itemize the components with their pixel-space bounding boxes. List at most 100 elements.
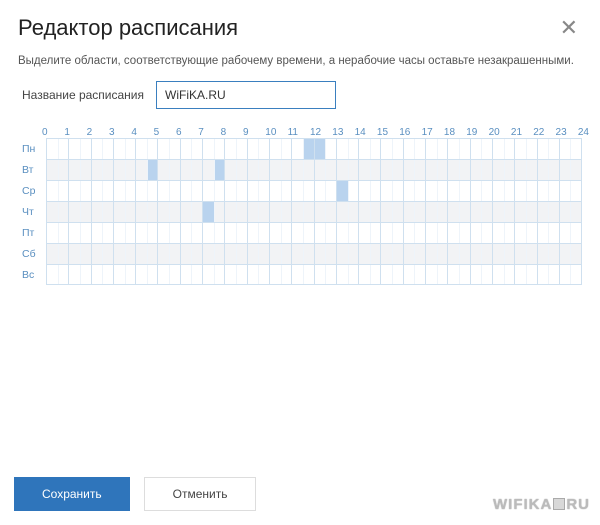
schedule-cell[interactable] [91, 244, 113, 264]
schedule-cell[interactable] [46, 139, 68, 159]
schedule-cell[interactable] [537, 202, 559, 222]
schedule-cell[interactable] [403, 265, 425, 284]
schedule-cell[interactable] [336, 202, 358, 222]
schedule-cell[interactable] [46, 244, 68, 264]
schedule-cell[interactable] [157, 265, 179, 284]
schedule-cell[interactable] [269, 265, 291, 284]
schedule-cell[interactable] [314, 244, 336, 264]
schedule-cell[interactable] [157, 160, 179, 180]
schedule-cell[interactable] [492, 265, 514, 284]
schedule-cell[interactable] [135, 181, 157, 201]
schedule-cell[interactable] [224, 139, 246, 159]
schedule-cell[interactable] [380, 160, 402, 180]
schedule-cell[interactable] [269, 181, 291, 201]
schedule-cell[interactable] [380, 244, 402, 264]
schedule-cell[interactable] [135, 244, 157, 264]
schedule-cell[interactable] [358, 202, 380, 222]
schedule-cell[interactable] [46, 181, 68, 201]
schedule-cell[interactable] [336, 160, 358, 180]
schedule-cell[interactable] [269, 139, 291, 159]
schedule-cell[interactable] [157, 223, 179, 243]
schedule-cell[interactable] [470, 265, 492, 284]
schedule-cell[interactable] [291, 181, 313, 201]
schedule-cell[interactable] [537, 139, 559, 159]
schedule-cell[interactable] [492, 139, 514, 159]
schedule-cell[interactable] [514, 223, 536, 243]
schedule-cell[interactable] [202, 223, 224, 243]
schedule-cell[interactable] [157, 181, 179, 201]
schedule-cell[interactable] [68, 181, 90, 201]
schedule-cell[interactable] [269, 202, 291, 222]
close-icon[interactable]: ✕ [556, 15, 582, 41]
schedule-cell[interactable] [492, 223, 514, 243]
schedule-cell[interactable] [68, 202, 90, 222]
schedule-cell[interactable] [314, 202, 336, 222]
schedule-cell[interactable] [135, 223, 157, 243]
schedule-cell[interactable] [202, 139, 224, 159]
schedule-cell[interactable] [291, 160, 313, 180]
schedule-cell[interactable] [180, 160, 202, 180]
schedule-cell[interactable] [291, 223, 313, 243]
schedule-cell[interactable] [291, 202, 313, 222]
schedule-cell[interactable] [447, 244, 469, 264]
schedule-cell[interactable] [380, 181, 402, 201]
schedule-cell[interactable] [224, 202, 246, 222]
schedule-cell[interactable] [447, 265, 469, 284]
schedule-cell[interactable] [46, 202, 68, 222]
schedule-cell[interactable] [46, 265, 68, 284]
schedule-cell[interactable] [224, 160, 246, 180]
schedule-cell[interactable] [537, 244, 559, 264]
schedule-cell[interactable] [113, 202, 135, 222]
schedule-cell[interactable] [358, 139, 380, 159]
schedule-cell[interactable] [46, 223, 68, 243]
schedule-cell[interactable] [202, 202, 224, 222]
schedule-cell[interactable] [202, 265, 224, 284]
schedule-cell[interactable] [180, 223, 202, 243]
schedule-cell[interactable] [492, 181, 514, 201]
schedule-cell[interactable] [224, 223, 246, 243]
schedule-cell[interactable] [403, 160, 425, 180]
schedule-cell[interactable] [336, 223, 358, 243]
schedule-cell[interactable] [425, 265, 447, 284]
schedule-cell[interactable] [247, 139, 269, 159]
schedule-cell[interactable] [180, 181, 202, 201]
schedule-cell[interactable] [113, 139, 135, 159]
schedule-cell[interactable] [314, 139, 336, 159]
schedule-cell[interactable] [180, 265, 202, 284]
schedule-cell[interactable] [514, 265, 536, 284]
schedule-cell[interactable] [113, 160, 135, 180]
schedule-cell[interactable] [425, 202, 447, 222]
schedule-cell[interactable] [380, 139, 402, 159]
schedule-cell[interactable] [269, 244, 291, 264]
schedule-cell[interactable] [492, 202, 514, 222]
schedule-cell[interactable] [403, 139, 425, 159]
schedule-cell[interactable] [470, 139, 492, 159]
schedule-cell[interactable] [403, 181, 425, 201]
schedule-cell[interactable] [224, 244, 246, 264]
schedule-cell[interactable] [537, 160, 559, 180]
schedule-cell[interactable] [559, 265, 582, 284]
schedule-cell[interactable] [559, 139, 582, 159]
schedule-cell[interactable] [291, 139, 313, 159]
schedule-cell[interactable] [470, 223, 492, 243]
schedule-cell[interactable] [492, 160, 514, 180]
schedule-cell[interactable] [403, 223, 425, 243]
schedule-cell[interactable] [135, 202, 157, 222]
schedule-cell[interactable] [380, 265, 402, 284]
schedule-cell[interactable] [135, 265, 157, 284]
schedule-cell[interactable] [447, 202, 469, 222]
schedule-cell[interactable] [135, 160, 157, 180]
schedule-cell[interactable] [247, 202, 269, 222]
schedule-cell[interactable] [180, 244, 202, 264]
schedule-cell[interactable] [314, 223, 336, 243]
schedule-cell[interactable] [91, 223, 113, 243]
schedule-cell[interactable] [157, 244, 179, 264]
schedule-cell[interactable] [537, 181, 559, 201]
schedule-cell[interactable] [447, 181, 469, 201]
schedule-cell[interactable] [380, 223, 402, 243]
schedule-cell[interactable] [447, 223, 469, 243]
schedule-cell[interactable] [68, 244, 90, 264]
schedule-cell[interactable] [135, 139, 157, 159]
schedule-cell[interactable] [425, 160, 447, 180]
schedule-cell[interactable] [470, 244, 492, 264]
